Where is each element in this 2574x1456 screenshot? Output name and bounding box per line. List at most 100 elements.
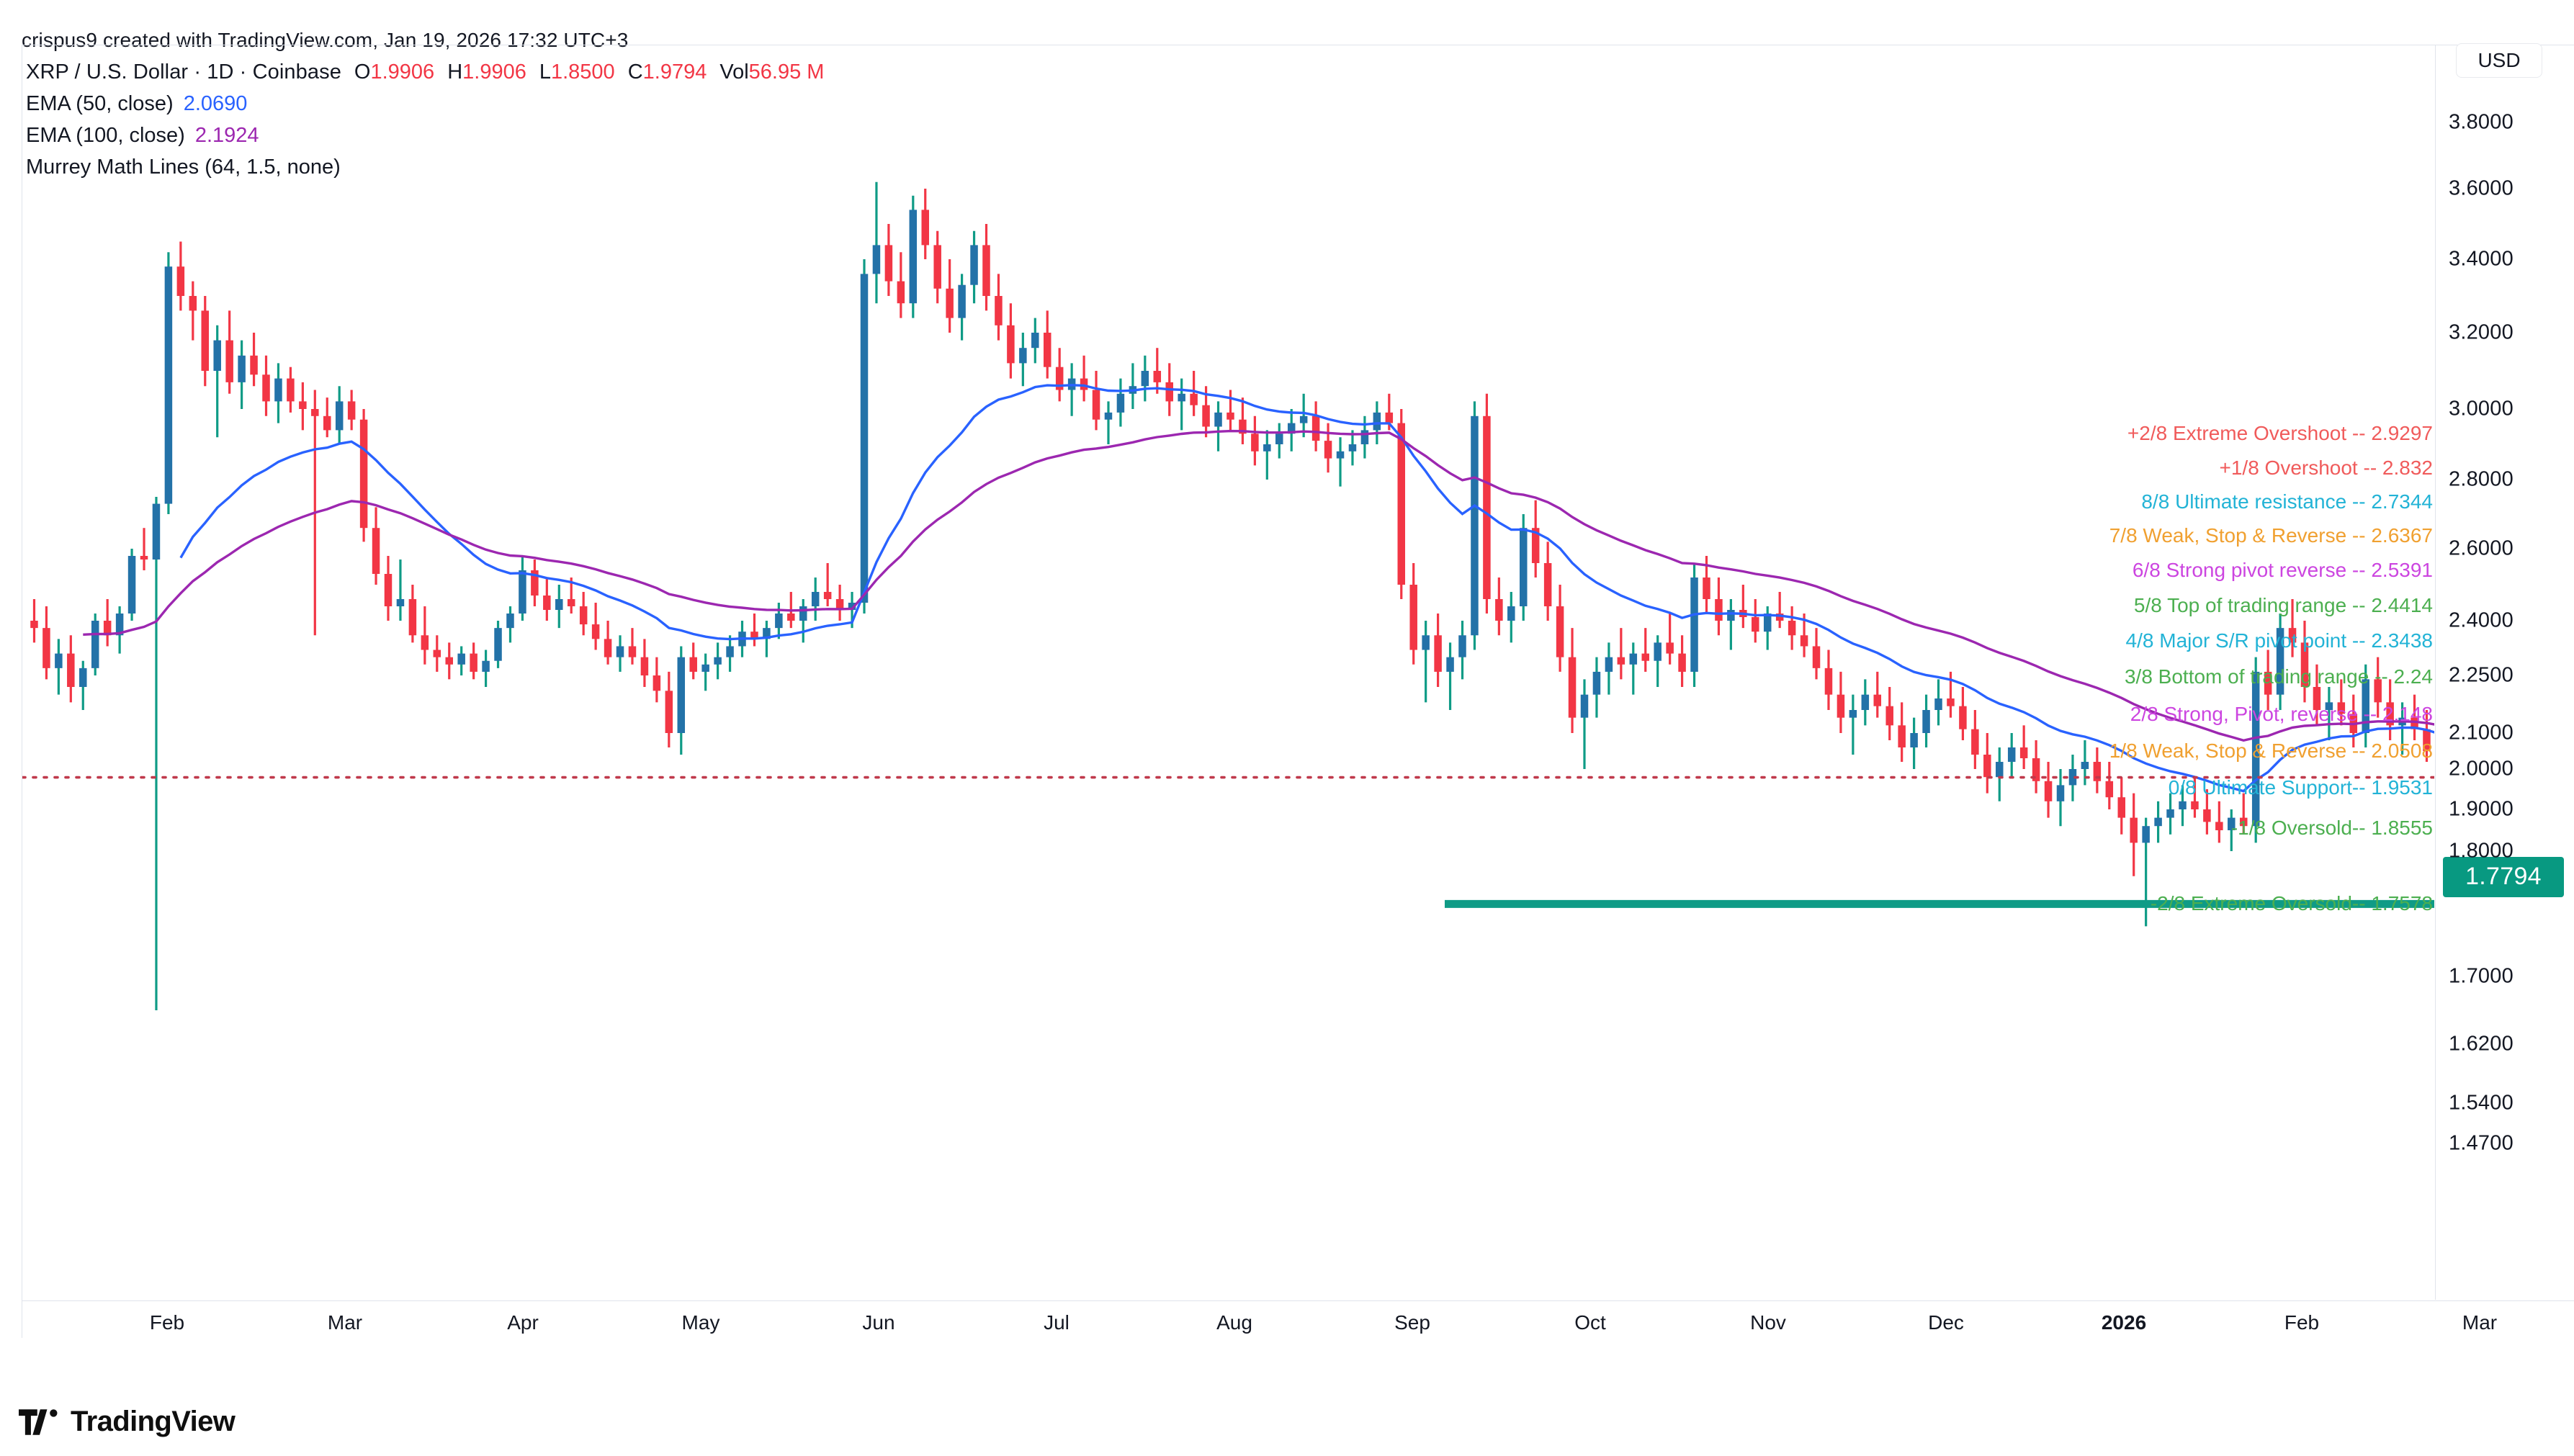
legend-row-murrey[interactable]: Murrey Math Lines (64, 1.5, none) <box>26 151 824 183</box>
candle-body <box>2374 679 2382 703</box>
time-tick: Mar <box>2462 1311 2498 1334</box>
candle-body <box>726 646 734 657</box>
time-tick: 2026 <box>2101 1311 2147 1334</box>
candle-body <box>1324 441 1332 459</box>
candle-body <box>1178 393 1185 402</box>
candle-body <box>1165 382 1173 402</box>
candle-body <box>1703 578 1710 599</box>
candle-body <box>884 245 893 282</box>
murrey-line-label: +1/8 Overshoot -- 2.832 <box>2219 457 2433 480</box>
candle-body <box>2313 687 2321 710</box>
candle-body <box>201 310 210 371</box>
time-axis[interactable]: Feb Mar Apr May Jun Jul Aug Sep Oct Nov Dec 2026 Feb… <box>22 1300 2574 1338</box>
candle-body <box>653 675 661 691</box>
ema50-line <box>179 384 2434 793</box>
candle-body <box>1983 755 1991 778</box>
candle-body <box>2362 679 2369 733</box>
candle-body <box>1043 333 1051 367</box>
price-tick: 1.8000 <box>2449 839 2514 863</box>
candle-body <box>958 284 966 318</box>
chart-legend: XRP / U.S. Dollar · 1D · Coinbase O1.9906… <box>26 56 824 183</box>
candle-body <box>347 401 356 420</box>
candle-body <box>67 653 75 687</box>
candle-body <box>860 274 869 603</box>
candle-body <box>1153 371 1162 382</box>
candle-body <box>1348 444 1357 451</box>
candle-body <box>1788 621 1796 636</box>
candle-body <box>1898 725 1906 747</box>
candle-body <box>835 599 844 610</box>
candle-body <box>897 281 905 304</box>
candle-body <box>2142 826 2150 843</box>
murrey-line-label: 6/8 Strong pivot reverse -- 2.5391 <box>2132 559 2433 582</box>
candle-body <box>1849 710 1857 718</box>
candle-body <box>2105 781 2114 798</box>
candle-body <box>1397 423 1406 585</box>
murrey-line-label: 1/8 Weak, Stop & Reverse -- 2.0508 <box>2109 739 2433 762</box>
candle-body <box>1227 412 1234 420</box>
ema100-label: EMA (100, close) <box>26 124 185 147</box>
currency-badge[interactable]: USD <box>2456 43 2542 78</box>
time-tick: Aug <box>1216 1311 1252 1334</box>
candle-body <box>115 614 124 636</box>
candle-body <box>2044 781 2053 801</box>
candle-body <box>1934 698 1942 710</box>
candle-body <box>1752 617 1759 632</box>
candle-body <box>457 653 465 665</box>
candle-body <box>1959 706 1967 729</box>
candle-body <box>909 210 918 304</box>
legend-row-ema100[interactable]: EMA (100, close) 2.1924 <box>26 120 824 151</box>
candle-body <box>1837 694 1845 718</box>
candle-body <box>946 288 954 318</box>
candle-body <box>1947 698 1955 706</box>
tradingview-logo: TradingView <box>19 1406 236 1438</box>
candle-body <box>299 401 307 409</box>
price-tick: 2.4000 <box>2449 608 2514 632</box>
candle-body <box>677 657 686 733</box>
price-axis[interactable]: USD 1.7794 3.8000 3.6000 3.4000 3.2000 3.000… <box>2435 43 2574 1300</box>
candle-body <box>238 355 246 382</box>
candle-body <box>1141 371 1149 387</box>
candle-body <box>1629 653 1638 665</box>
murrey-line-label: +2/8 Extreme Overshoot -- 2.9297 <box>2127 422 2433 445</box>
price-tick: 2.1000 <box>2449 721 2514 745</box>
ema100-value: 2.1924 <box>194 124 259 147</box>
ohlc-low-value: 1.8500 <box>550 60 615 84</box>
volume-value: 56.95 M <box>748 60 825 84</box>
ohlc-high-label: H <box>447 60 463 84</box>
candle-body <box>103 621 112 636</box>
candle-body <box>470 653 477 672</box>
candle-body <box>2179 801 2187 809</box>
candle-body <box>1861 694 1870 710</box>
candle-body <box>1580 694 1589 718</box>
candle-body <box>1019 348 1027 364</box>
candle-body <box>1641 653 1649 661</box>
candle-body <box>799 606 807 621</box>
candle-body <box>1287 423 1296 434</box>
price-plot[interactable] <box>22 45 2434 1300</box>
candle-body <box>91 621 99 668</box>
candle-body <box>1422 635 1430 650</box>
candle-body <box>1007 325 1015 364</box>
ohlc-high-value: 1.9906 <box>462 60 526 84</box>
candle-body <box>616 646 624 657</box>
candle-body <box>689 657 697 672</box>
candle-body <box>1690 578 1698 672</box>
candle-body <box>262 374 270 402</box>
candle-body <box>1568 657 1577 718</box>
candle-body <box>1824 668 1833 695</box>
candle-body <box>372 528 380 574</box>
candle-body <box>1336 451 1345 459</box>
candle-body <box>1409 585 1417 650</box>
candle-body <box>1666 642 1674 654</box>
murrey-indicator-label: Murrey Math Lines (64, 1.5, none) <box>26 156 341 179</box>
candle-body <box>482 660 490 672</box>
candle-body <box>2325 702 2333 710</box>
legend-row-ema50[interactable]: EMA (50, close) 2.0690 <box>26 88 824 120</box>
candle-body <box>189 296 197 311</box>
legend-row-symbol[interactable]: XRP / U.S. Dollar · 1D · Coinbase O1.9906… <box>26 56 824 88</box>
price-tick: 1.9000 <box>2449 797 2514 821</box>
candle-body <box>2117 797 2126 818</box>
candle-body <box>1299 415 1308 423</box>
price-tick: 1.6200 <box>2449 1032 2514 1056</box>
